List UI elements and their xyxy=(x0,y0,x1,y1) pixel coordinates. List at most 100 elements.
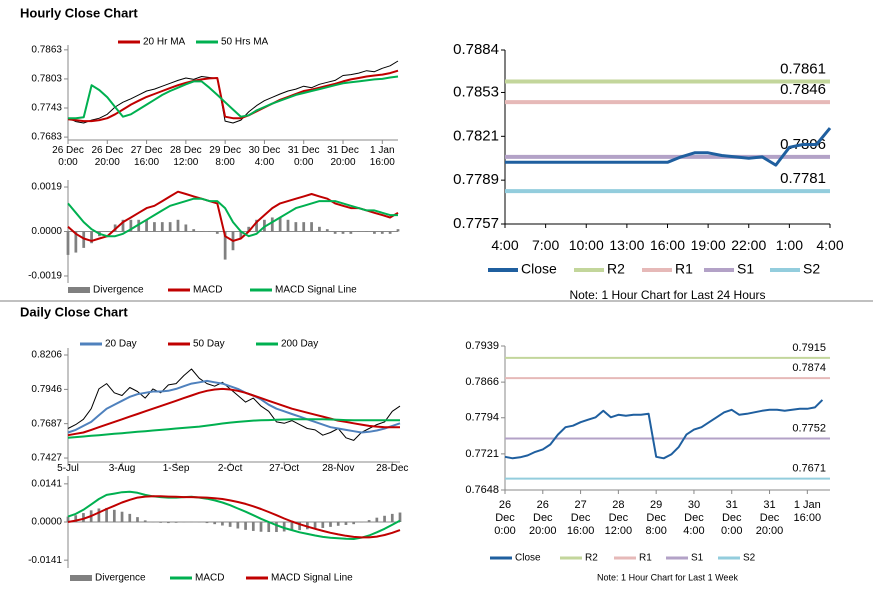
legend-label: S2 xyxy=(803,261,820,277)
divergence-bar xyxy=(375,517,379,522)
divergence-bar xyxy=(329,522,332,527)
x-tick-label: 7:00 xyxy=(532,237,559,253)
x-tick-label: 31 Dec 20:00 xyxy=(756,499,784,537)
series-line xyxy=(67,387,400,437)
divergence-bar xyxy=(244,522,247,530)
series-line xyxy=(68,75,399,120)
legend-label: 20 Day xyxy=(105,339,137,350)
x-tick-label: 28-Dec xyxy=(376,463,408,474)
legend-label: S2 xyxy=(743,553,756,564)
divergence-bar xyxy=(160,222,164,232)
y-tick-label: 0.0000 xyxy=(31,226,62,237)
x-tick-label: 1 Jan 16:00 xyxy=(794,499,822,524)
chart-note: Note: 1 Hour Chart for Last 24 Hours xyxy=(569,288,765,302)
divergence-bar xyxy=(82,513,85,522)
x-tick-label: 26 Dec 20:00 xyxy=(529,499,557,537)
divergence-bar xyxy=(302,222,306,232)
y-tick-label: -0.0141 xyxy=(28,555,62,566)
legend-swatch xyxy=(70,575,92,581)
y-tick-label: 0.7743 xyxy=(31,103,62,114)
legend-label: R2 xyxy=(585,553,598,564)
divergence-bar xyxy=(205,522,209,524)
x-tick-label: 27 Dec 16:00 xyxy=(567,499,595,537)
level-label: 0.7781 xyxy=(780,170,826,187)
divergence-bar xyxy=(344,522,348,525)
x-tick-label: 28 Dec 12:00 xyxy=(170,145,202,168)
x-tick-label: 28-Nov xyxy=(322,463,354,474)
divergence-bar xyxy=(97,508,101,522)
x-tick-label: 31 Dec 0:00 xyxy=(288,145,320,168)
y-tick-label: 0.7683 xyxy=(31,132,62,143)
y-tick-label: 0.0000 xyxy=(31,517,62,528)
divergence-bar xyxy=(105,507,108,522)
legend-label: R1 xyxy=(675,261,693,277)
divergence-bar xyxy=(336,522,340,526)
divergence-bar xyxy=(74,231,78,253)
divergence-bar xyxy=(143,520,147,522)
x-tick-label: 1 Jan 16:00 xyxy=(370,145,395,168)
divergence-bar xyxy=(239,231,243,239)
series-line xyxy=(67,60,399,124)
level-label: 0.7861 xyxy=(780,60,826,77)
divergence-bar xyxy=(129,219,133,232)
divergence-bar xyxy=(349,231,353,234)
series-line xyxy=(67,197,398,238)
x-tick-label: 3-Aug xyxy=(109,463,136,474)
divergence-bar xyxy=(396,229,400,232)
x-tick-label: 26 Dec 0:00 xyxy=(494,499,515,537)
divergence-bar xyxy=(159,522,163,523)
series-line xyxy=(67,490,401,540)
y-tick-label: 0.7427 xyxy=(31,453,62,464)
legend-label: Divergence xyxy=(93,285,144,296)
x-tick-label: 30 Dec 4:00 xyxy=(683,499,704,537)
divergence-bar xyxy=(168,222,172,232)
divergence-bar xyxy=(221,522,224,526)
divergence-bar xyxy=(247,226,251,232)
x-tick-label: 26 Dec 0:00 xyxy=(52,145,84,168)
x-tick-label: 1:00 xyxy=(776,237,803,253)
divergence-bar xyxy=(380,231,384,234)
series-line xyxy=(67,379,401,434)
y-tick-label: 0.7939 xyxy=(465,340,499,352)
legend-label: MACD Signal Line xyxy=(271,573,353,584)
x-tick-label: 19:00 xyxy=(691,237,726,253)
divergence-bar xyxy=(215,231,219,234)
divergence-bar xyxy=(321,522,325,528)
legend-label: S1 xyxy=(691,553,704,564)
divergence-bar xyxy=(121,219,125,232)
divergence-bar xyxy=(310,222,313,232)
level-label: 0.7915 xyxy=(792,342,826,354)
divergence-bar xyxy=(184,224,188,232)
legend-label: R1 xyxy=(639,553,652,564)
divergence-bar xyxy=(223,231,227,260)
legend-label: Close xyxy=(521,261,557,277)
x-tick-label: 5-Jul xyxy=(57,463,79,474)
y-tick-label: 0.7721 xyxy=(465,448,499,460)
divergence-bar xyxy=(151,522,155,523)
y-tick-label: 0.0019 xyxy=(31,182,62,193)
legend-label: S1 xyxy=(737,261,754,277)
legend-label: MACD Signal Line xyxy=(275,285,357,296)
divergence-bar xyxy=(357,231,361,232)
divergence-bar xyxy=(365,231,368,232)
section-title: Daily Close Chart xyxy=(20,304,128,319)
divergence-bar xyxy=(208,231,211,232)
series-line xyxy=(67,368,401,441)
divergence-bar xyxy=(398,512,402,522)
legend-label: 200 Day xyxy=(281,339,318,350)
level-label: 0.7874 xyxy=(792,362,826,374)
x-tick-label: 29 Dec 8:00 xyxy=(209,145,241,168)
legend-label: R2 xyxy=(607,261,625,277)
divergence-bar xyxy=(112,509,116,522)
x-tick-label: 31 Dec 0:00 xyxy=(721,499,742,537)
series-line xyxy=(67,190,399,242)
x-tick-label: 27-Oct xyxy=(269,463,299,474)
y-tick-label: 0.7866 xyxy=(465,376,499,388)
series-line xyxy=(67,495,401,539)
divergence-bar xyxy=(105,231,109,232)
y-tick-label: 0.7687 xyxy=(31,418,62,429)
y-tick-label: 0.7853 xyxy=(453,83,499,100)
divergence-bar xyxy=(341,231,345,234)
